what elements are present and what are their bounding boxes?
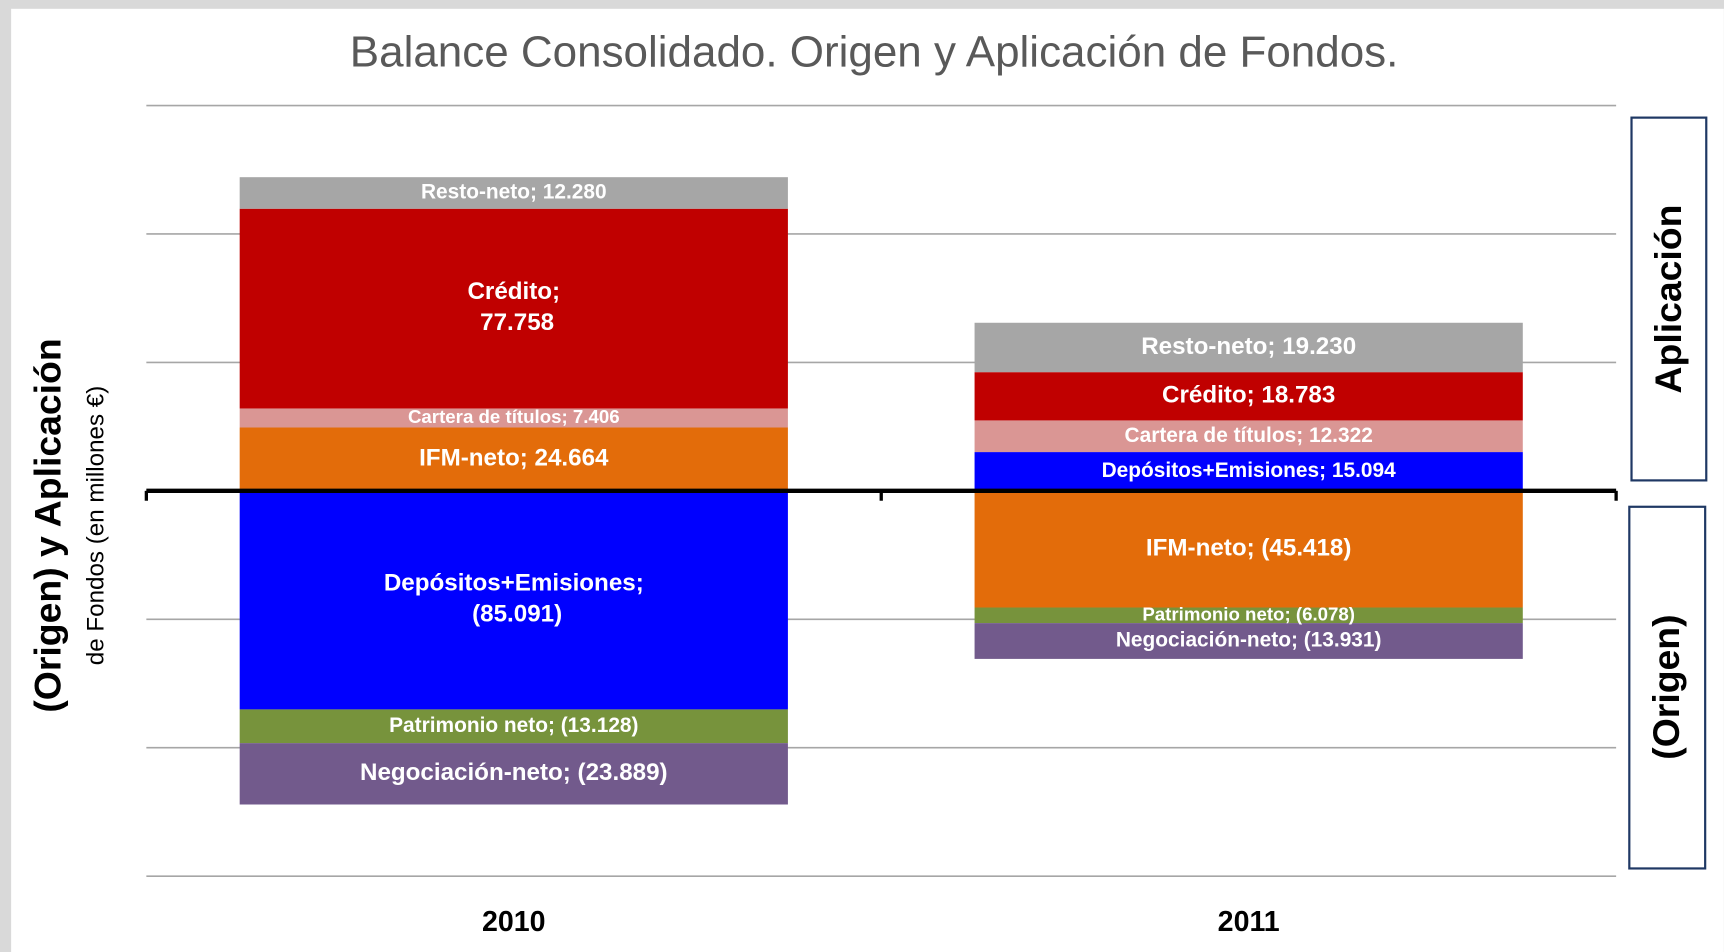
annotation-box (1628, 505, 1707, 870)
bar-segment (239, 709, 788, 744)
chart-title: Balance Consolidado. Origen y Aplicación… (350, 28, 1399, 77)
bar-segment (239, 743, 788, 805)
data-label: Negociación-neto; (23.889) (360, 759, 668, 786)
data-label: Crédito; 18.783 (1162, 382, 1335, 409)
data-label: Resto-neto; 12.280 (421, 180, 607, 203)
bar-segment (974, 607, 1523, 624)
data-label: Patrimonio neto; (6.078) (1142, 603, 1355, 624)
y-axis-sublabel: de Fondos (en millones €) (82, 386, 109, 665)
data-label: Depósitos+Emisiones; (85.091) (384, 570, 644, 628)
bar-segment (239, 208, 788, 409)
data-label: Patrimonio neto; (13.128) (389, 714, 638, 737)
data-label: IFM-neto; (45.418) (1146, 535, 1352, 562)
bar-segment (974, 372, 1523, 421)
data-label: Cartera de títulos; 12.322 (1125, 424, 1373, 447)
bar-segment (974, 420, 1523, 453)
bar-segment (974, 490, 1523, 608)
bar-segment (974, 452, 1523, 491)
bar-segment (239, 490, 788, 710)
data-label: Resto-neto; 19.230 (1141, 333, 1356, 360)
x-tick-label: 2010 (482, 906, 546, 938)
bar-segment (239, 427, 788, 491)
bar-segment (239, 177, 788, 209)
y-axis-label: (Origen) y Aplicación (27, 338, 69, 712)
data-label: IFM-neto; 24.664 (419, 445, 609, 472)
x-tick-label: 2011 (1218, 906, 1280, 938)
data-label: Crédito; 77.758 (467, 279, 560, 337)
bar-segment (974, 322, 1523, 373)
data-label: Negociación-neto; (13.931) (1116, 629, 1382, 652)
annotation-box (1630, 116, 1708, 482)
annotation: (Origen) (1645, 614, 1687, 759)
annotation: Aplicación (1647, 205, 1689, 394)
data-label: Cartera de títulos; 7.406 (408, 406, 620, 427)
bar-segment (974, 623, 1523, 659)
bar-segment (239, 408, 788, 428)
data-label: Depósitos+Emisiones; 15.094 (1102, 459, 1397, 482)
